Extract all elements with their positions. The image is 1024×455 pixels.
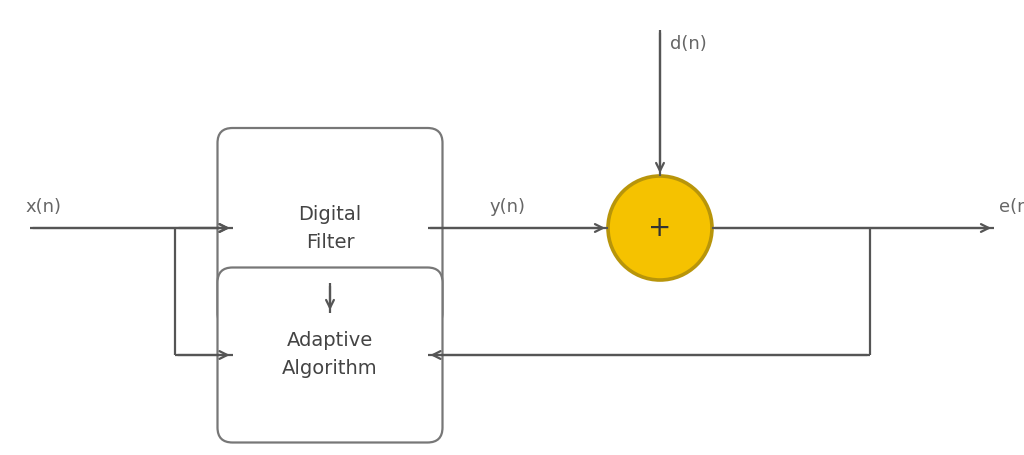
Text: +: +: [648, 214, 672, 242]
Text: Adaptive
Algorithm: Adaptive Algorithm: [283, 332, 378, 379]
Text: y(n): y(n): [489, 198, 525, 216]
FancyBboxPatch shape: [217, 128, 442, 328]
FancyBboxPatch shape: [217, 268, 442, 443]
Ellipse shape: [608, 176, 712, 280]
Text: e(n): e(n): [999, 198, 1024, 216]
Text: x(n): x(n): [25, 198, 61, 216]
Text: Digital
Filter: Digital Filter: [298, 204, 361, 252]
Text: d(n): d(n): [670, 35, 707, 53]
